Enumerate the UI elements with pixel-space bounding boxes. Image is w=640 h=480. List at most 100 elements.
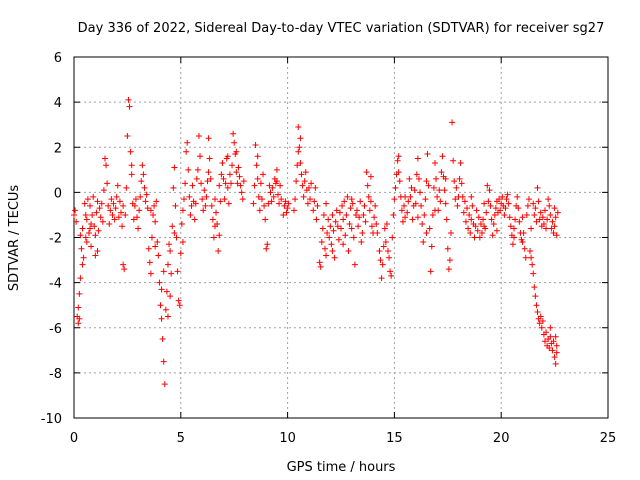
data-point (505, 200, 512, 207)
data-point (240, 178, 247, 185)
data-point (256, 207, 263, 214)
data-point (280, 211, 287, 218)
data-point (553, 232, 560, 239)
data-point (94, 198, 101, 205)
data-point (117, 209, 124, 216)
y-tick-label: 4 (54, 96, 62, 111)
data-point (78, 245, 85, 252)
data-point (141, 184, 148, 191)
data-point (450, 157, 457, 164)
data-point (103, 162, 110, 169)
data-point (376, 248, 383, 255)
data-point (547, 211, 554, 218)
data-point (502, 205, 509, 212)
data-point (273, 166, 280, 173)
data-point (125, 96, 132, 103)
data-point (174, 268, 181, 275)
data-point (233, 169, 240, 176)
data-point (386, 254, 393, 261)
data-point (540, 220, 547, 227)
data-point (476, 234, 483, 241)
data-point (443, 216, 450, 223)
data-point (377, 257, 384, 264)
data-point (301, 178, 308, 185)
data-point (221, 196, 228, 203)
data-point (460, 209, 467, 216)
data-point (361, 202, 368, 209)
data-point (119, 223, 126, 230)
data-point (323, 200, 330, 207)
data-point (161, 381, 168, 388)
data-point (263, 245, 270, 252)
data-point (222, 180, 229, 187)
data-point (457, 160, 464, 167)
data-point (206, 155, 213, 162)
y-tick-label: 0 (54, 186, 62, 201)
data-point (466, 211, 473, 218)
data-point (114, 182, 121, 189)
data-point (349, 200, 356, 207)
data-point (483, 209, 490, 216)
data-point (395, 153, 402, 160)
data-point (208, 202, 215, 209)
data-point (159, 336, 166, 343)
data-point (401, 202, 408, 209)
data-point (251, 182, 258, 189)
data-point (267, 189, 274, 196)
data-point (551, 223, 558, 230)
data-point (98, 200, 105, 207)
data-point (550, 229, 557, 236)
data-point (224, 153, 231, 160)
data-point (94, 248, 101, 255)
data-point (471, 234, 478, 241)
data-point (268, 198, 275, 205)
data-point (207, 175, 214, 182)
data-point (553, 349, 560, 356)
data-point (91, 223, 98, 230)
data-point (342, 232, 349, 239)
data-point (260, 171, 267, 178)
data-point (227, 180, 234, 187)
data-point (452, 196, 459, 203)
data-point (277, 182, 284, 189)
data-point (185, 166, 192, 173)
data-point (131, 202, 138, 209)
data-point (158, 315, 165, 322)
data-point (492, 205, 499, 212)
data-point (528, 254, 535, 261)
data-point (75, 320, 82, 327)
data-point (468, 193, 475, 200)
data-point (213, 209, 220, 216)
data-point (218, 171, 225, 178)
data-point (488, 216, 495, 223)
data-point (323, 252, 330, 259)
data-point (547, 324, 554, 331)
data-point (116, 198, 123, 205)
data-point (169, 223, 176, 230)
data-point (140, 171, 147, 178)
data-point (472, 223, 479, 230)
data-point (445, 266, 452, 273)
data-point (431, 160, 438, 167)
data-point (225, 200, 232, 207)
data-point (413, 171, 420, 178)
data-point (319, 225, 326, 232)
data-point (299, 182, 306, 189)
data-point (262, 216, 269, 223)
data-point (83, 216, 90, 223)
data-point (402, 214, 409, 221)
data-point (453, 184, 460, 191)
data-point (285, 200, 292, 207)
data-point (200, 207, 207, 214)
data-point (179, 239, 186, 246)
data-point (160, 358, 167, 365)
data-point (405, 198, 412, 205)
data-point (552, 214, 559, 221)
data-point (419, 220, 426, 227)
data-point (478, 229, 485, 236)
data-point (73, 218, 80, 225)
data-point (497, 207, 504, 214)
data-point (391, 196, 398, 203)
data-point (153, 198, 160, 205)
data-point (294, 162, 301, 169)
